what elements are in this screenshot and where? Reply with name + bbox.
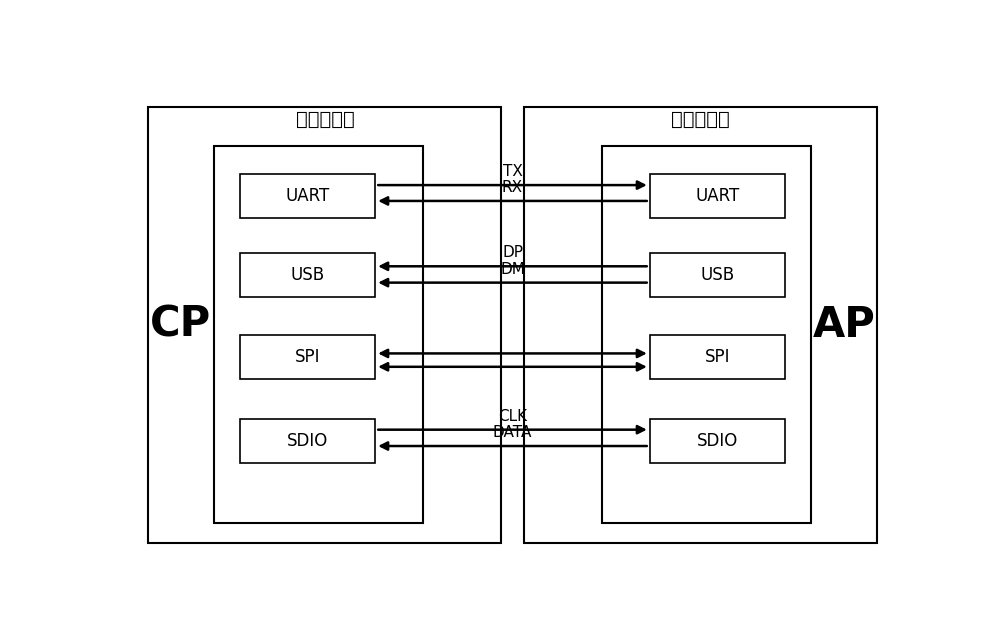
Bar (148, 107, 501, 543)
Text: SPI: SPI (295, 348, 320, 366)
Text: CP: CP (150, 303, 211, 346)
Text: CLK: CLK (498, 409, 527, 424)
Text: TX: TX (503, 164, 522, 179)
Bar (602, 147, 811, 523)
Bar (240, 334, 375, 379)
Text: SDIO: SDIO (697, 432, 738, 450)
Bar (524, 107, 877, 543)
Text: UART: UART (695, 187, 740, 205)
Bar (650, 174, 785, 218)
Bar (650, 334, 785, 379)
Text: SPI: SPI (705, 348, 730, 366)
Bar (650, 419, 785, 464)
Text: RX: RX (502, 180, 523, 195)
Text: SDIO: SDIO (287, 432, 328, 450)
Text: UART: UART (285, 187, 330, 205)
Text: 基带处理器: 基带处理器 (296, 110, 354, 129)
Text: USB: USB (700, 266, 735, 284)
Bar (240, 253, 375, 298)
Text: 应用处理器: 应用处理器 (671, 110, 729, 129)
Bar (240, 419, 375, 464)
Text: DATA: DATA (493, 425, 532, 440)
Bar (214, 147, 423, 523)
Bar (650, 253, 785, 298)
Bar (240, 174, 375, 218)
Text: DP: DP (502, 246, 523, 260)
Text: USB: USB (290, 266, 325, 284)
Text: AP: AP (813, 303, 876, 346)
Text: DM: DM (500, 262, 525, 276)
